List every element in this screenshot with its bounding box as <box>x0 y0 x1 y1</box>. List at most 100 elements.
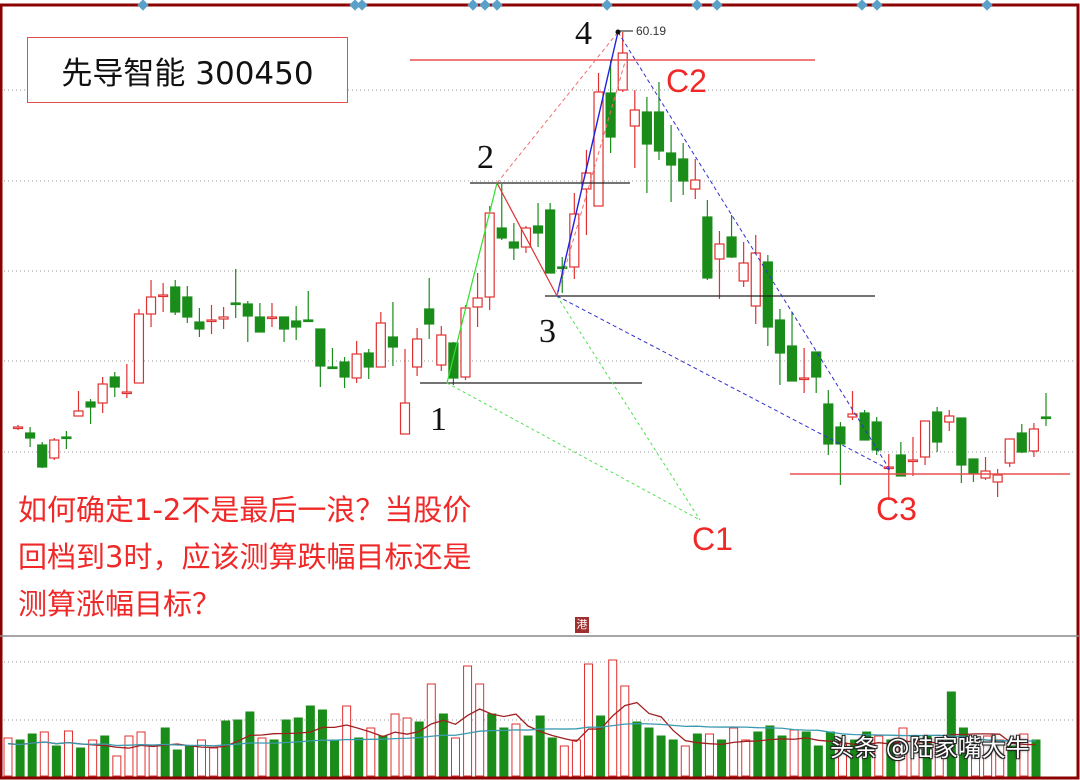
event-marker-icon <box>871 0 883 11</box>
volume-bar <box>862 731 872 777</box>
candle-body <box>436 334 447 366</box>
candle <box>37 442 48 468</box>
volume-bar <box>668 739 678 777</box>
candle-body <box>121 391 132 395</box>
candle-body <box>73 410 84 417</box>
volume-bar <box>269 739 279 777</box>
candle-body <box>97 383 108 404</box>
volume-bar <box>221 720 231 777</box>
candle-body <box>387 336 399 348</box>
candle <box>339 357 350 388</box>
volume-bar <box>813 745 823 777</box>
candle <box>665 125 677 202</box>
candle-body <box>907 459 919 463</box>
candle <box>363 349 374 379</box>
candle-body <box>968 458 979 474</box>
volume-bar <box>632 721 642 777</box>
candle <box>158 283 169 312</box>
candle-body <box>61 436 72 440</box>
candle-body <box>895 454 906 477</box>
seal-icon: 港 <box>575 617 589 633</box>
candle <box>714 231 725 299</box>
volume-bar <box>172 749 182 777</box>
candle-body <box>823 403 834 445</box>
candle <box>726 215 737 258</box>
candle <box>266 303 278 327</box>
candle-body <box>799 377 810 381</box>
candle-body <box>448 342 459 379</box>
candle <box>653 82 665 160</box>
candle <box>496 184 507 240</box>
volume-bar <box>426 683 436 777</box>
volume-bar <box>777 735 787 777</box>
candle-body <box>351 353 362 379</box>
volume-bar <box>729 727 739 777</box>
candle-body <box>1040 416 1052 420</box>
event-marker-icon <box>491 0 503 11</box>
volume-bar <box>547 737 557 777</box>
candle <box>460 305 471 380</box>
candle-body <box>218 316 229 320</box>
candle <box>944 410 955 431</box>
candle <box>641 97 652 193</box>
candle <box>907 437 919 476</box>
volume-bar <box>898 727 908 777</box>
candle-body <box>291 320 302 328</box>
volume-bar <box>197 739 207 777</box>
wave-label-1: 1 <box>430 401 447 438</box>
candle <box>61 431 72 449</box>
wave-2-3-line <box>496 182 558 297</box>
candle-body <box>605 92 616 138</box>
candle-body <box>206 319 217 323</box>
volume-bar <box>257 737 267 777</box>
wave-annotations: 60.19 1 2 3 4 C1 C2 C3 <box>410 15 1070 557</box>
candle-body <box>254 316 265 333</box>
candle <box>593 73 604 207</box>
candle <box>629 90 640 168</box>
candle-body <box>593 91 604 207</box>
candle <box>133 309 145 384</box>
event-marker-icon <box>981 0 993 11</box>
volume-bar <box>596 715 606 777</box>
volume-bar <box>559 745 569 777</box>
watermark: 头条 @陆家嘴大牛 <box>830 734 1030 762</box>
candle <box>242 301 253 342</box>
volume-bar <box>148 745 158 777</box>
candle-body <box>182 296 193 318</box>
candle <box>799 348 810 393</box>
candle <box>49 438 60 460</box>
candle <box>968 458 979 482</box>
candle <box>291 306 302 340</box>
event-marker-icon <box>691 0 703 11</box>
volume-bar <box>414 721 424 777</box>
candle <box>230 269 241 318</box>
volume-ma-line <box>7 722 1036 747</box>
candle <box>545 203 556 274</box>
candle-body <box>629 109 640 127</box>
candle-body <box>424 308 435 325</box>
candle-body <box>303 319 314 323</box>
candle <box>1016 424 1027 453</box>
candle <box>424 278 435 339</box>
candle <box>581 150 592 235</box>
volume-bar <box>88 739 98 777</box>
candle <box>895 442 906 477</box>
candle <box>24 427 36 447</box>
volume-bar <box>717 739 727 777</box>
candle <box>762 255 773 346</box>
volume-bar <box>571 739 581 777</box>
stock-title: 先导智能 300450 <box>27 37 348 103</box>
candle-body <box>944 415 955 423</box>
volume-bar <box>523 735 533 777</box>
candle-body <box>919 420 931 458</box>
volume-bar <box>680 745 690 777</box>
candle-body <box>278 316 290 330</box>
candle <box>387 302 399 366</box>
volume-bar <box>3 737 13 777</box>
volume-bar <box>27 733 37 777</box>
candle-body <box>545 209 556 274</box>
volume-bar <box>511 723 521 777</box>
volume-bar <box>801 731 811 777</box>
volume-bar <box>450 737 460 777</box>
